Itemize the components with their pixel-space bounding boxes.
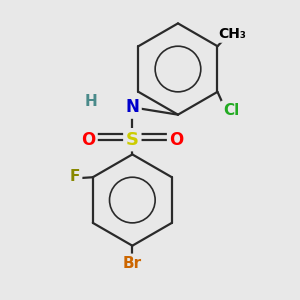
Text: S: S — [126, 131, 139, 149]
Text: O: O — [169, 131, 184, 149]
Text: Cl: Cl — [223, 103, 239, 118]
Text: F: F — [70, 169, 80, 184]
Text: CH₃: CH₃ — [218, 27, 246, 41]
Text: Br: Br — [123, 256, 142, 271]
Text: H: H — [85, 94, 98, 109]
Text: N: N — [125, 98, 139, 116]
Text: O: O — [81, 131, 95, 149]
